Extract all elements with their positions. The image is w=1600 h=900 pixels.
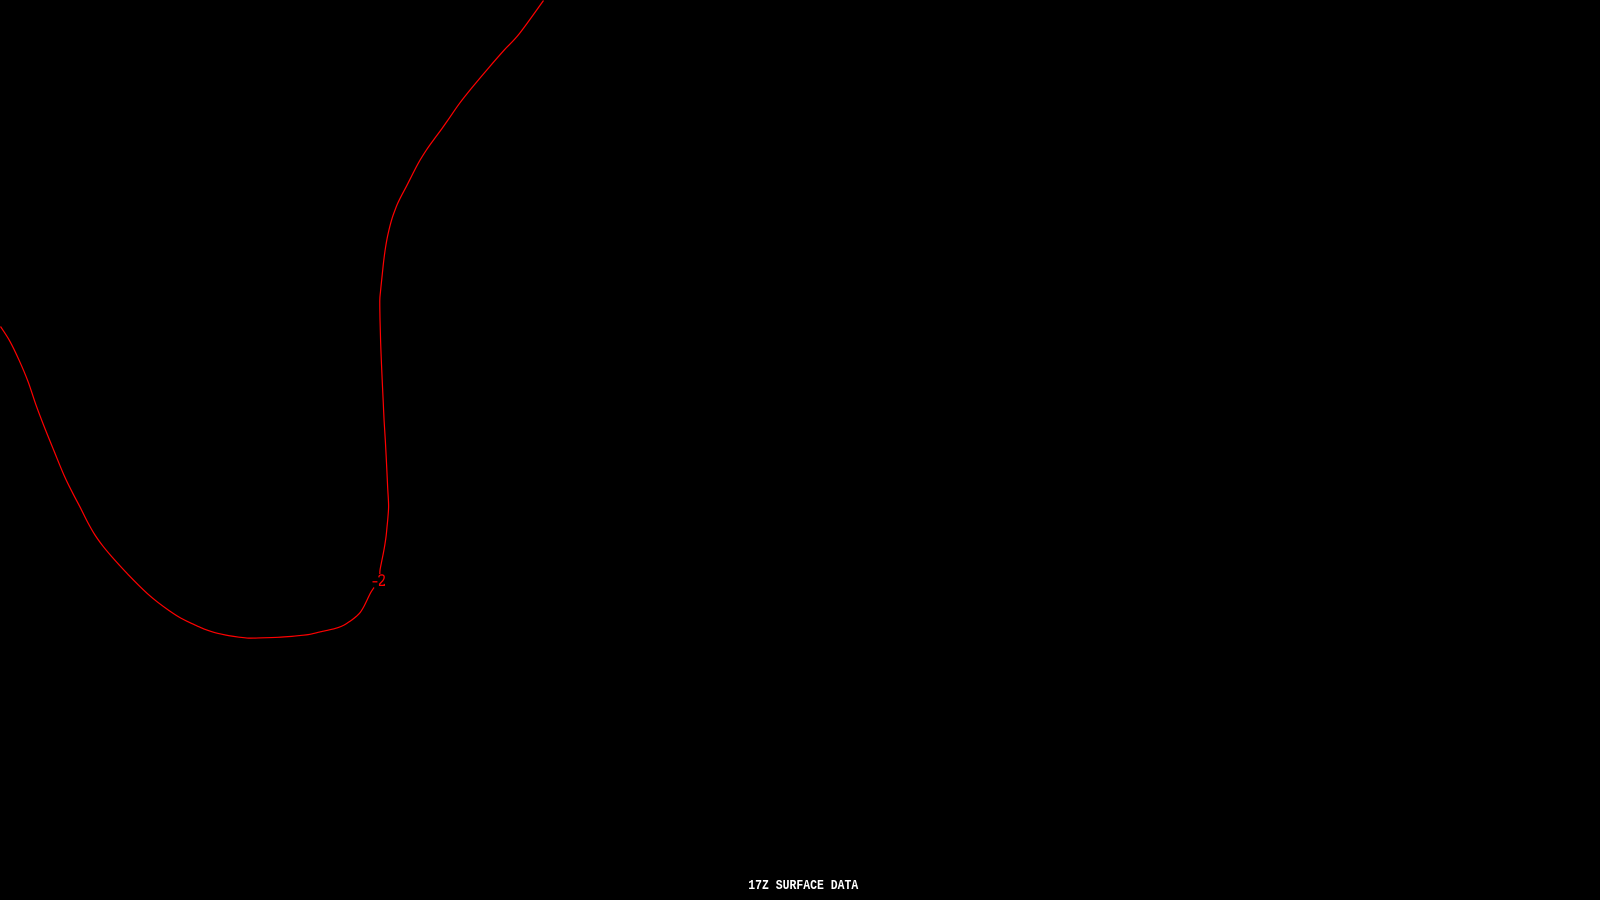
svg-text:17Z SURFACE DATA: 17Z SURFACE DATA [748, 878, 858, 894]
